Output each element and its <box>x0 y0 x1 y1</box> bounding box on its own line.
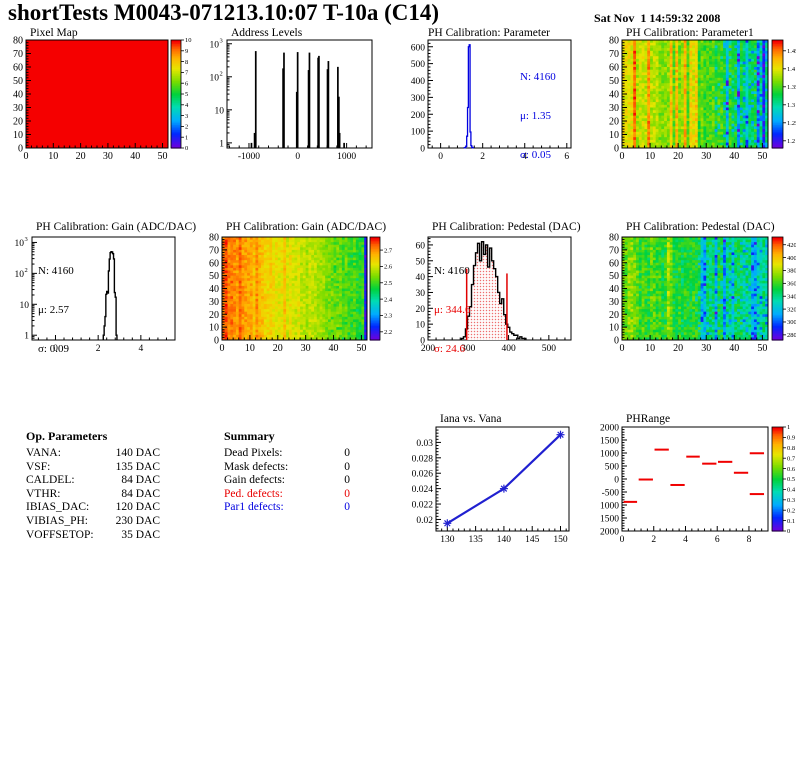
op-parameter-row: VOFFSETOP: 35 DAC <box>26 528 160 541</box>
op-parameter-row: CALDEL: 84 DAC <box>26 474 160 487</box>
phrange-title: PHRange <box>626 413 671 425</box>
pixel-map-title: Pixel Map <box>30 27 78 39</box>
stat-n: N: 4160 <box>434 265 470 277</box>
op-parameter-row: VTHR: 84 DAC <box>26 487 160 500</box>
pedestal-stats: N: 4160 μ: 344.6 σ: 24.6 <box>434 239 470 382</box>
ph-parameter1-title: PH Calibration: Parameter1 <box>626 27 754 39</box>
stat-n: N: 4160 <box>38 265 74 277</box>
stat-mu: μ: 344.6 <box>434 304 471 316</box>
ph-calibration-parameter-chart <box>398 28 595 168</box>
op-parameter-row: VIBIAS_PH: 230 DAC <box>26 514 160 527</box>
op-parameters-title: Op. Parameters <box>26 429 108 443</box>
op-parameter-row: VANA: 140 DAC <box>26 447 160 459</box>
summary-row: Ped. defects: 0 <box>224 487 350 500</box>
summary-title: Summary <box>224 429 275 443</box>
stat-mu: μ: 1.35 <box>520 110 551 122</box>
ph-parameter-title: PH Calibration: Parameter <box>428 27 550 39</box>
pedestal-map-title: PH Calibration: Pedestal (DAC) <box>626 221 775 233</box>
stat-n: N: 4160 <box>520 71 556 83</box>
pedestal-hist-title: PH Calibration: Pedestal (DAC) <box>432 221 581 233</box>
op-parameter-row: IBIAS_DAC: 120 DAC <box>26 501 160 514</box>
op-parameters-block: Op. Parameters VANA: 140 DAC VSF: 135 DAC … <box>26 429 160 542</box>
pedestal-map-chart <box>597 222 796 360</box>
pixel-map-chart <box>2 28 199 168</box>
gain-stats: N: 4160 μ: 2.57 σ: 0.09 <box>38 239 74 382</box>
gain-map-title: PH Calibration: Gain (ADC/DAC) <box>226 221 387 233</box>
summary-row: Gain defects: 0 <box>224 474 350 487</box>
parameter-stats: N: 4160 μ: 1.35 σ: 0.05 <box>520 45 556 188</box>
stat-sigma: σ: 0.09 <box>38 343 69 355</box>
gain-hist-title: PH Calibration: Gain (ADC/DAC) <box>36 221 197 233</box>
summary-row: Mask defects: 0 <box>224 460 350 473</box>
iana-vs-vana-chart <box>398 414 595 554</box>
iana-vs-vana-title: Iana vs. Vana <box>440 413 502 425</box>
pedestal-histogram-chart <box>398 222 595 360</box>
address-levels-title: Address Levels <box>231 27 303 39</box>
report-date: Sat Nov 1 14:59:32 2008 <box>594 11 721 25</box>
stat-mu: μ: 2.57 <box>38 304 69 316</box>
phrange-chart <box>597 414 796 554</box>
stat-sigma: σ: 0.05 <box>520 149 551 161</box>
summary-row: Par1 defects: 0 <box>224 501 350 514</box>
ph-calibration-parameter1-map <box>597 28 796 168</box>
op-parameter-row: VSF: 135 DAC <box>26 460 160 473</box>
summary-row: Dead Pixels: 0 <box>224 447 350 459</box>
address-levels-chart <box>199 28 396 168</box>
gain-map-chart <box>199 222 396 360</box>
summary-block: Summary Dead Pixels: 0 Mask defects: 0 Gai… <box>224 429 350 515</box>
gain-histogram-chart <box>2 222 199 360</box>
report-title: shortTests M0043-071213.10:07 T-10a (C14… <box>8 0 440 25</box>
stat-sigma: σ: 24.6 <box>434 343 465 355</box>
